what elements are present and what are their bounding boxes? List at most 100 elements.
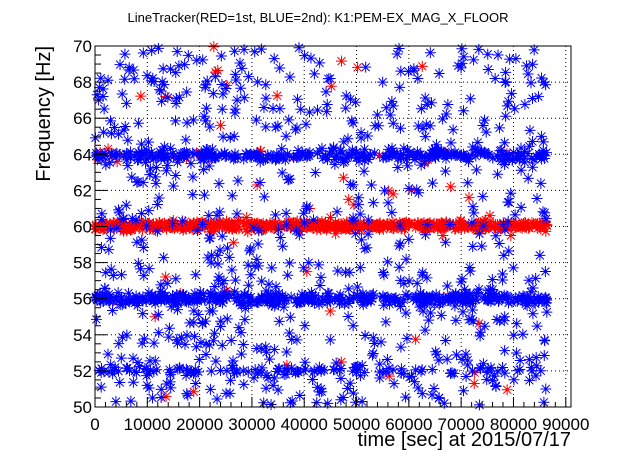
data-point <box>340 102 352 114</box>
data-point <box>176 215 188 227</box>
data-point <box>377 152 389 164</box>
data-point <box>141 370 153 382</box>
data-point <box>421 99 433 111</box>
data-point <box>457 148 469 160</box>
data-point <box>153 327 165 339</box>
data-point <box>117 222 129 234</box>
data-point <box>190 377 202 389</box>
data-point <box>226 150 238 162</box>
data-point <box>171 289 183 301</box>
data-point <box>185 158 197 170</box>
data-point <box>127 352 139 364</box>
data-point <box>209 71 221 83</box>
data-point <box>373 222 385 234</box>
data-point <box>530 272 542 284</box>
data-point <box>314 220 326 232</box>
data-point <box>501 384 513 396</box>
data-point <box>391 48 403 60</box>
y-tick-label: 64 <box>73 145 92 164</box>
data-point <box>219 221 231 233</box>
data-point <box>419 92 431 104</box>
data-point <box>102 220 114 232</box>
data-point <box>432 150 444 162</box>
data-point <box>165 369 177 381</box>
data-point <box>121 97 133 109</box>
data-point <box>299 50 311 62</box>
data-point <box>338 157 350 169</box>
data-point <box>119 120 131 132</box>
data-point <box>223 289 235 301</box>
data-point <box>329 293 341 305</box>
data-point <box>342 382 354 394</box>
data-point <box>303 150 315 162</box>
data-point <box>105 263 117 275</box>
data-point <box>403 66 415 78</box>
data-point <box>535 292 547 304</box>
data-point <box>120 297 132 309</box>
data-point <box>402 290 414 302</box>
data-point <box>527 282 539 294</box>
data-point <box>353 155 365 167</box>
data-point <box>189 331 201 343</box>
data-point <box>328 364 340 376</box>
data-point <box>241 211 253 223</box>
data-point <box>532 222 544 234</box>
data-point <box>218 286 230 298</box>
data-point <box>539 265 551 277</box>
y-axis-title: Frequency [Hz] <box>33 46 55 182</box>
data-point <box>382 197 394 209</box>
data-point <box>160 271 172 283</box>
x-tick-label: 50000 <box>333 415 380 434</box>
data-point <box>132 293 144 305</box>
data-point <box>300 363 312 375</box>
data-point <box>221 242 233 254</box>
x-tick-label: 30000 <box>228 415 275 434</box>
data-point <box>211 393 223 405</box>
data-point <box>107 368 119 380</box>
data-point <box>141 379 153 391</box>
data-point <box>172 298 184 310</box>
data-point <box>392 152 404 164</box>
data-point <box>145 75 157 87</box>
data-point <box>110 148 122 160</box>
data-point <box>362 130 374 142</box>
data-point <box>276 289 288 301</box>
data-point <box>229 45 241 57</box>
data-point <box>119 48 131 60</box>
data-point <box>107 270 119 282</box>
data-point <box>253 260 265 272</box>
data-point <box>294 295 306 307</box>
data-point <box>235 327 247 339</box>
data-point <box>330 228 342 240</box>
data-point <box>426 364 438 376</box>
data-point <box>96 214 108 226</box>
data-point <box>243 71 255 83</box>
data-point <box>187 367 199 379</box>
data-point <box>90 313 102 325</box>
data-point <box>185 367 197 379</box>
data-point <box>299 217 311 229</box>
data-point <box>255 145 267 157</box>
data-point <box>479 114 491 126</box>
data-point <box>462 354 474 366</box>
data-point <box>195 146 207 158</box>
data-point <box>190 269 202 281</box>
y-tick-label: 58 <box>73 254 92 273</box>
data-point <box>540 147 552 159</box>
axes: 0 10000 20000 30000 40000 50000 60000 70000 8000… <box>73 37 589 434</box>
data-point <box>132 117 144 129</box>
data-point <box>135 138 147 150</box>
data-point <box>280 219 292 231</box>
data-point <box>149 355 161 367</box>
data-point <box>170 67 182 79</box>
data-point <box>531 192 543 204</box>
data-point <box>463 153 475 165</box>
data-point <box>119 73 131 85</box>
data-point <box>329 158 341 170</box>
data-point <box>200 115 212 127</box>
data-point <box>413 187 425 199</box>
data-point <box>510 53 522 65</box>
data-point <box>496 268 508 280</box>
data-point <box>361 291 373 303</box>
data-point <box>125 395 137 407</box>
